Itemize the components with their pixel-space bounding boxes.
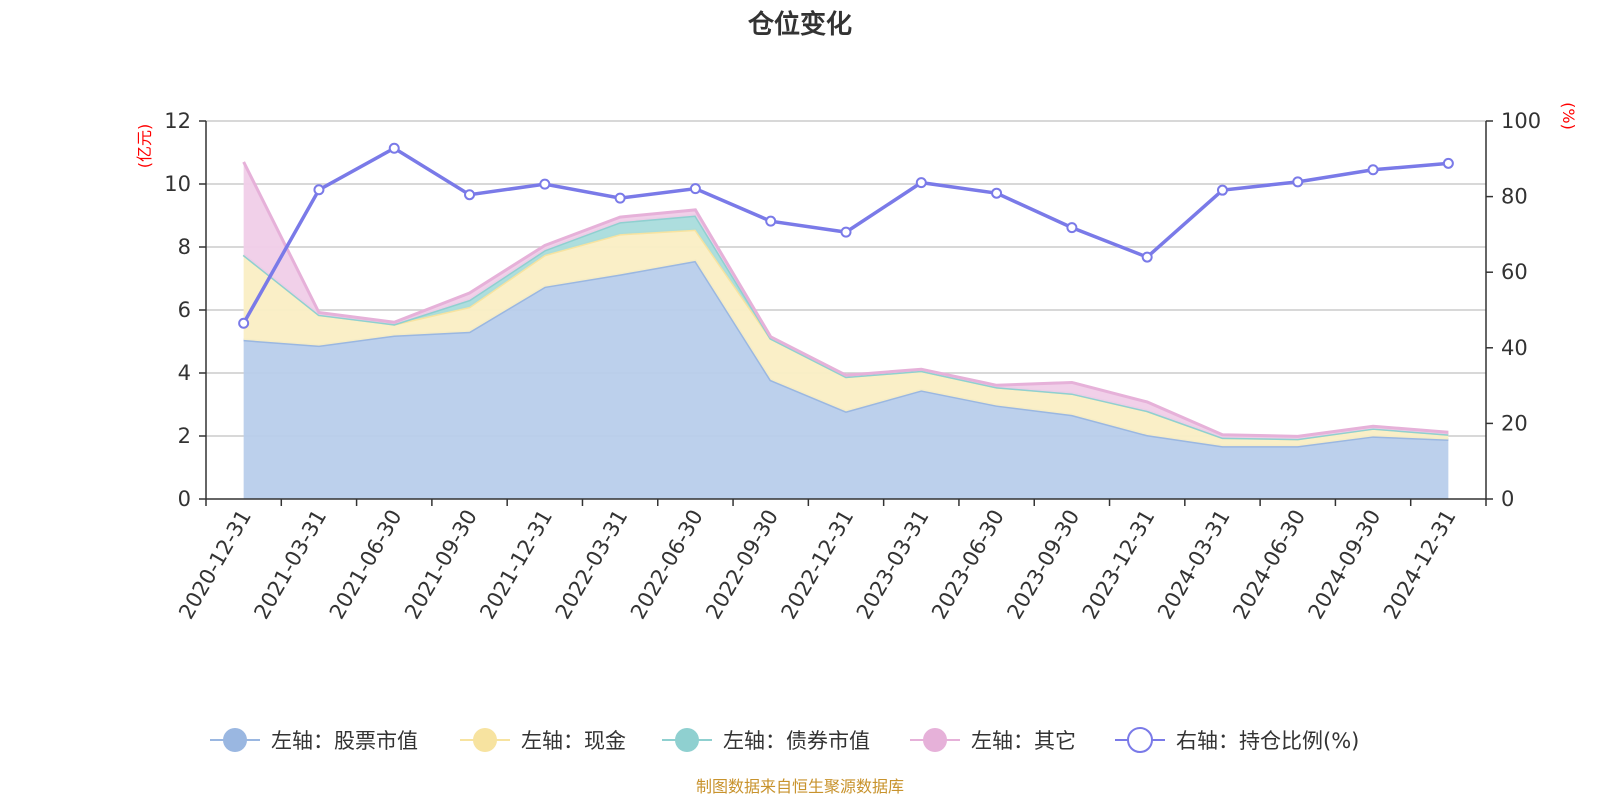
legend-marker-2 (473, 728, 497, 752)
right-tick-label: 0 (1501, 487, 1514, 511)
x-tick-label: 2024-03-31 (1153, 506, 1235, 624)
left-tick-label: 4 (178, 361, 191, 385)
holding-ratio-point (464, 189, 476, 201)
legend-marker-1 (223, 728, 247, 752)
left-tick-label: 12 (164, 109, 191, 133)
holding-ratio-point (1442, 157, 1454, 169)
right-axis-unit: (%) (1559, 102, 1578, 130)
holding-ratio-point (238, 317, 250, 329)
right-tick-label: 100 (1501, 109, 1541, 133)
right-tick-label: 20 (1501, 411, 1528, 435)
area-1 (243, 260, 1449, 499)
legend-label-5: 右轴：持仓比例(%) (1176, 729, 1359, 753)
holding-ratio-point (1292, 176, 1304, 188)
holding-ratio-point (765, 215, 777, 227)
x-tick-label: 2022-03-31 (551, 506, 633, 624)
legend-label-2: 左轴：现金 (521, 729, 626, 753)
holding-ratio-point (915, 177, 927, 189)
x-tick-label: 2023-09-30 (1002, 506, 1084, 624)
holding-ratio-point (1367, 164, 1379, 176)
legend-marker-5 (1127, 727, 1153, 753)
holding-ratio-point (840, 226, 852, 238)
holding-ratio-point (991, 187, 1003, 199)
area-line-4 (242, 161, 1449, 438)
x-tick-label: 2022-06-30 (626, 506, 708, 624)
x-tick-label: 2023-12-31 (1078, 506, 1160, 624)
legend-label-4: 左轴：其它 (971, 729, 1076, 753)
x-tick-label: 2024-12-31 (1379, 506, 1461, 624)
area-layers (242, 161, 1449, 499)
left-tick-label: 0 (178, 487, 191, 511)
holding-ratio-point (689, 183, 701, 195)
left-tick-label: 6 (178, 298, 191, 322)
x-tick-label: 2021-06-30 (325, 506, 407, 624)
right-tick-label: 40 (1501, 336, 1528, 360)
x-tick-label: 2021-03-31 (249, 506, 331, 624)
holding-ratio-point (1141, 251, 1153, 263)
x-tick-label: 2023-03-31 (852, 506, 934, 624)
holding-ratio-point (1066, 222, 1078, 234)
x-tick-label: 2024-06-30 (1228, 506, 1310, 624)
legend-label-1: 左轴：股票市值 (271, 729, 418, 753)
holding-ratio-point (614, 192, 626, 204)
left-tick-label: 8 (178, 235, 191, 259)
x-tick-label: 2021-09-30 (400, 506, 482, 624)
holding-ratio-line (238, 142, 1454, 329)
x-tick-label: 2021-12-31 (475, 506, 557, 624)
x-tick-label: 2023-06-30 (927, 506, 1009, 624)
left-axis-unit: (亿元) (135, 124, 154, 169)
legend-label-3: 左轴：债券市值 (723, 729, 870, 753)
legend: 左轴：股票市值 左轴：现金 左轴：债券市值 左轴：其它 右轴：持仓比例(%) (210, 727, 1359, 753)
left-tick-label: 2 (178, 424, 191, 448)
holding-ratio-point (1216, 184, 1228, 196)
data-source-note: 制图数据来自恒生聚源数据库 (696, 777, 904, 796)
chart-title: 仓位变化 (747, 9, 852, 40)
legend-marker-4 (923, 728, 947, 752)
x-tick-label: 2022-09-30 (701, 506, 783, 624)
x-tick-label: 2022-12-31 (777, 506, 859, 624)
holding-ratio-point (313, 184, 325, 196)
holding-ratio-point (539, 178, 551, 190)
right-tick-label: 80 (1501, 185, 1528, 209)
holding-ratio-point (388, 142, 400, 154)
area-2 (243, 229, 1449, 447)
x-tick-label: 2024-09-30 (1304, 506, 1386, 624)
legend-marker-3 (675, 728, 699, 752)
right-tick-label: 60 (1501, 260, 1528, 284)
left-tick-label: 10 (164, 172, 191, 196)
x-tick-label: 2020-12-31 (174, 506, 256, 624)
